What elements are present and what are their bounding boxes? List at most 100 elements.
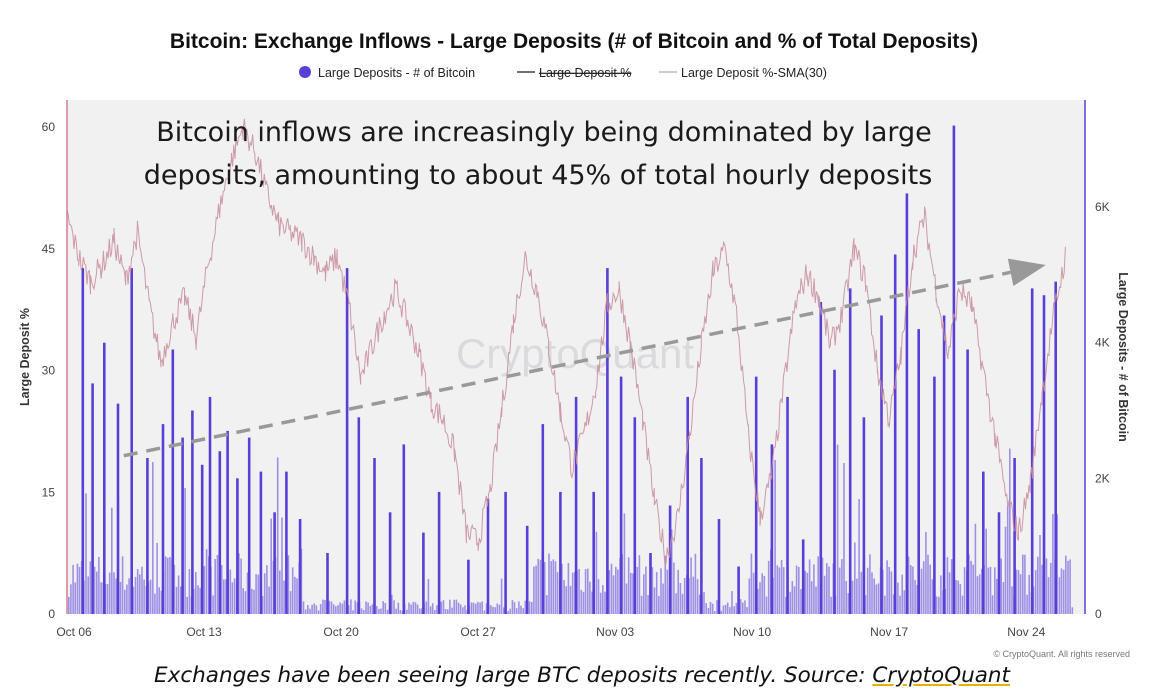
legend-item-large-deposit-pct[interactable]: Large Deposit % bbox=[539, 66, 631, 80]
deposit-bar-minor bbox=[287, 555, 290, 614]
deposit-bar-minor bbox=[985, 528, 987, 614]
deposit-bar-minor bbox=[1002, 582, 1005, 614]
deposit-bar-minor bbox=[851, 580, 854, 614]
deposit-bar-minor bbox=[808, 559, 811, 614]
deposit-bar-minor bbox=[356, 602, 359, 614]
deposit-bar bbox=[952, 125, 956, 614]
deposit-bar-minor bbox=[860, 571, 863, 614]
deposit-bar-minor bbox=[343, 600, 346, 614]
deposit-bar-minor bbox=[1047, 577, 1050, 614]
deposit-bar-minor bbox=[507, 611, 509, 614]
deposit-bar-minor bbox=[158, 587, 160, 614]
copyright-note: © CryptoQuant. All rights reserved bbox=[993, 649, 1130, 659]
deposit-bar-minor bbox=[901, 574, 903, 614]
y-left-tick-label: 0 bbox=[48, 607, 55, 621]
deposit-bar-minor bbox=[447, 609, 449, 614]
deposit-bar-minor bbox=[645, 566, 647, 614]
deposit-bar-minor bbox=[184, 488, 186, 614]
deposit-bar-minor bbox=[591, 591, 593, 614]
deposit-bar-minor bbox=[703, 592, 705, 614]
deposit-bar-minor bbox=[164, 556, 167, 614]
deposit-bar bbox=[801, 539, 805, 614]
deposit-bar-minor bbox=[1058, 577, 1061, 614]
deposit-bar-minor bbox=[294, 576, 296, 614]
deposit-bar-minor bbox=[886, 560, 888, 614]
deposit-bar-minor bbox=[522, 608, 524, 614]
deposit-bar-minor bbox=[828, 566, 830, 614]
deposit-bar bbox=[298, 519, 302, 614]
deposit-bar bbox=[467, 559, 470, 614]
deposit-bar-minor bbox=[795, 565, 798, 614]
deposit-bar-minor bbox=[711, 603, 714, 614]
deposit-bar-minor bbox=[481, 601, 483, 614]
x-tick-label: Nov 03 bbox=[596, 625, 634, 639]
deposit-bar bbox=[191, 410, 194, 614]
deposit-bar-minor bbox=[496, 603, 499, 614]
deposit-bar-minor bbox=[313, 603, 316, 614]
deposit-bar-minor bbox=[419, 608, 421, 614]
deposit-bar-minor bbox=[903, 590, 906, 614]
deposit-bar-minor bbox=[838, 567, 841, 614]
deposit-bar bbox=[247, 437, 251, 614]
deposit-bar-minor bbox=[675, 593, 677, 614]
deposit-bar-minor bbox=[567, 563, 570, 614]
deposit-bar-minor bbox=[440, 601, 443, 614]
deposit-bar-minor bbox=[261, 595, 264, 614]
axis-ticks: 0 15 30 45 60 0 2K 4K 6K Oct 06 Oct 13 Oct 20 Oct 27… bbox=[42, 120, 1110, 639]
legend-item-sma[interactable]: Large Deposit %-SMA(30) bbox=[681, 66, 827, 80]
deposit-bar-minor bbox=[242, 588, 244, 614]
deposit-bar-minor bbox=[873, 578, 875, 614]
deposit-bar-minor bbox=[888, 566, 890, 614]
deposit-bar bbox=[786, 396, 789, 614]
deposit-bar-minor bbox=[520, 605, 522, 614]
deposit-bar-minor bbox=[251, 588, 253, 614]
deposit-bar-minor bbox=[180, 586, 182, 614]
deposit-bar bbox=[668, 505, 672, 614]
deposit-bar-minor bbox=[1045, 558, 1048, 614]
deposit-bar-minor bbox=[763, 575, 766, 614]
large-deposit-pct-line bbox=[66, 118, 1066, 565]
deposit-bar-minor bbox=[961, 595, 964, 614]
deposit-bar-minor bbox=[518, 601, 520, 614]
deposit-bar-minor bbox=[836, 444, 839, 614]
deposit-bar bbox=[130, 268, 133, 614]
deposit-bar bbox=[437, 491, 441, 614]
deposit-bar-minor bbox=[354, 600, 356, 614]
deposit-bar-minor bbox=[494, 607, 496, 614]
deposit-bar-minor bbox=[653, 587, 656, 614]
deposit-bar-minor bbox=[429, 606, 432, 614]
deposit-bar-minor bbox=[914, 580, 916, 614]
deposit-bar-minor bbox=[535, 565, 537, 614]
deposit-bar-minor bbox=[492, 606, 494, 614]
deposit-bar bbox=[893, 254, 897, 614]
deposit-bar-minor bbox=[156, 542, 158, 614]
legend-item-large-deposits[interactable]: Large Deposits - # of Bitcoin bbox=[318, 66, 475, 80]
deposit-bar-minor bbox=[935, 596, 938, 614]
deposit-bar-minor bbox=[602, 585, 604, 614]
deposit-bar bbox=[116, 403, 120, 614]
deposit-bar-minor bbox=[694, 553, 697, 614]
deposit-bar-minor bbox=[244, 591, 247, 614]
deposit-bar-minor bbox=[485, 603, 488, 614]
deposit-bar-minor bbox=[74, 582, 76, 614]
source-link[interactable]: CryptoQuant bbox=[872, 663, 1010, 688]
deposit-bar-minor bbox=[128, 578, 130, 614]
deposit-bar-minor bbox=[890, 571, 893, 614]
deposit-bar-minor bbox=[470, 602, 473, 614]
deposit-bar-minor bbox=[946, 557, 949, 614]
deposit-bar-minor bbox=[350, 599, 352, 614]
deposit-bar-minor bbox=[121, 556, 124, 614]
deposit-bar-minor bbox=[113, 572, 115, 614]
deposit-bar-minor bbox=[843, 463, 845, 614]
deposit-bar-minor bbox=[757, 588, 759, 614]
deposit-bar bbox=[81, 268, 85, 614]
deposit-bar-minor bbox=[948, 572, 951, 614]
deposit-bar-minor bbox=[78, 566, 81, 614]
deposit-bar-minor bbox=[1004, 526, 1007, 614]
deposit-bar-minor bbox=[1006, 505, 1009, 614]
deposit-bar-minor bbox=[1065, 555, 1067, 614]
deposit-bar-minor bbox=[270, 518, 272, 614]
deposit-bar-minor bbox=[410, 604, 412, 614]
deposit-bar-minor bbox=[892, 594, 895, 614]
deposit-bar-minor bbox=[515, 608, 518, 614]
